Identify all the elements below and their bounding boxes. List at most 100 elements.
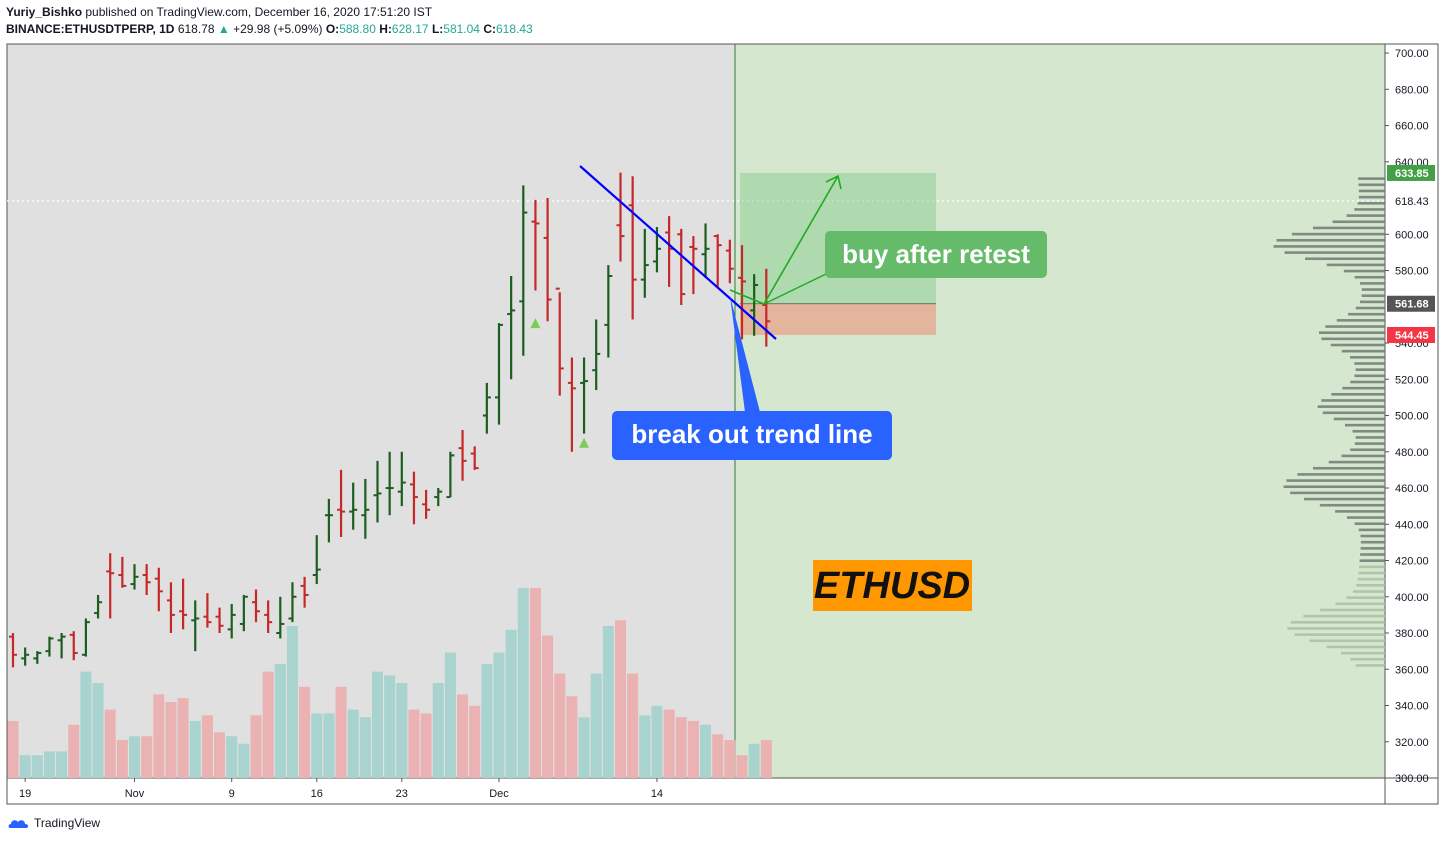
ohlc-bar[interactable]: [640, 228, 649, 298]
volume-profile-bar: [1354, 374, 1385, 378]
ohlc-bar[interactable]: [725, 239, 734, 284]
ohlc-bar[interactable]: [191, 600, 200, 652]
ohlc-bar[interactable]: [21, 647, 30, 666]
volume-profile-bar: [1342, 386, 1385, 390]
ohlc-bar[interactable]: [738, 245, 746, 340]
ohlc-bar[interactable]: [409, 471, 418, 525]
ohlc-bar[interactable]: [106, 553, 115, 619]
ohlc-bar[interactable]: [203, 593, 212, 628]
volume-bar: [517, 588, 529, 778]
volume-bar: [274, 664, 286, 778]
ohlc-bar[interactable]: [482, 382, 491, 434]
ohlc-bar[interactable]: [677, 228, 686, 305]
ohlc-bar[interactable]: [94, 594, 103, 619]
ohlc-bar[interactable]: [628, 176, 637, 320]
ohlc-bar[interactable]: [264, 600, 273, 634]
trend-line[interactable]: [579, 165, 777, 340]
ohlc-bar[interactable]: [604, 265, 613, 358]
retest-callout[interactable]: [825, 231, 1047, 278]
ohlc-bar[interactable]: [288, 582, 297, 623]
ohlc-bar[interactable]: [45, 636, 54, 657]
volume-bar: [578, 717, 590, 778]
ohlc-bar[interactable]: [701, 223, 710, 278]
volume-profile-bar: [1354, 362, 1385, 365]
ohlc-bar[interactable]: [361, 478, 370, 539]
volume-profile-bar: [1312, 466, 1385, 470]
ohlc-bar[interactable]: [33, 651, 42, 664]
volume-bar: [663, 709, 675, 778]
up-triangle-icon: ▲: [217, 22, 230, 36]
author-name[interactable]: Yuriy_Bishko: [6, 5, 83, 19]
ohlc-bar[interactable]: [69, 631, 78, 661]
ohlc-bar[interactable]: [154, 567, 163, 612]
volume-profile-bar: [1328, 460, 1385, 464]
ethusd-label-box[interactable]: [813, 560, 972, 611]
ohlc-bar[interactable]: [519, 185, 528, 356]
ohlc-bar[interactable]: [312, 535, 321, 585]
price-tag-label: 633.85: [1395, 168, 1429, 180]
ohlc-bar[interactable]: [57, 633, 66, 659]
ohlc-bar[interactable]: [276, 596, 285, 639]
volume-bar: [736, 755, 748, 778]
volume-profile-bar: [1322, 411, 1385, 415]
ohlc-bar[interactable]: [142, 564, 151, 595]
ohlc-bar[interactable]: [81, 618, 90, 657]
ohlc-bar[interactable]: [592, 319, 601, 391]
ohlc-bar[interactable]: [531, 199, 540, 291]
volume-bar: [639, 715, 651, 778]
ohlc-bar[interactable]: [397, 451, 406, 507]
ohlc-bar[interactable]: [9, 633, 17, 668]
volume-profile-bar: [1359, 565, 1385, 569]
ohlc-bar[interactable]: [507, 275, 516, 380]
ohlc-bar[interactable]: [118, 556, 127, 588]
price-tick-label: 460.00: [1395, 483, 1429, 495]
volume-profile-bar: [1358, 177, 1385, 180]
retest-price-tag: 561.68: [1387, 295, 1435, 312]
ohlc-bar[interactable]: [555, 287, 564, 396]
volume-bar: [675, 717, 687, 778]
ohlc-bar[interactable]: [580, 357, 589, 434]
ohlc-bar[interactable]: [543, 198, 552, 322]
volume-profile-bar: [1355, 306, 1385, 310]
ohlc-bar[interactable]: [166, 582, 175, 634]
volume-profile-bar: [1354, 522, 1385, 526]
ohlc-bar[interactable]: [324, 498, 333, 543]
ohlc-bar[interactable]: [239, 594, 248, 632]
ohlc-bar[interactable]: [252, 589, 260, 623]
ohlc-bar[interactable]: [422, 489, 431, 519]
volume-bar: [335, 686, 347, 778]
volume-bar: [299, 686, 311, 778]
ohlc-bar[interactable]: [349, 482, 358, 530]
volume-profile-bar: [1290, 491, 1385, 495]
ohlc-bar[interactable]: [130, 564, 139, 590]
ohlc-bar[interactable]: [373, 460, 382, 523]
ohlc-bar[interactable]: [470, 446, 479, 470]
price-tick-label: 360.00: [1395, 664, 1429, 676]
ohlc-bar[interactable]: [458, 430, 467, 481]
ohlc-bar[interactable]: [215, 607, 224, 634]
ohlc-bar[interactable]: [385, 451, 394, 516]
volume-profile-bar: [1283, 485, 1385, 489]
ohlc-bar[interactable]: [750, 274, 759, 336]
ohlc-bar[interactable]: [446, 451, 455, 499]
ohlc-bar[interactable]: [434, 488, 443, 507]
volume-profile-bar: [1305, 257, 1385, 261]
volume-bar: [177, 698, 189, 778]
ohlc-bar[interactable]: [616, 172, 625, 262]
breakout-callout[interactable]: [612, 411, 892, 460]
volume-bar: [141, 736, 153, 778]
ohlc-bar[interactable]: [227, 604, 236, 639]
ohlc-bar[interactable]: [179, 578, 188, 630]
volume-bar: [347, 709, 359, 778]
volume-profile-bar: [1303, 497, 1385, 501]
price-tick-label: 420.00: [1395, 556, 1429, 568]
footer-brand[interactable]: TradingView: [8, 816, 100, 830]
price-tag-label: 544.45: [1395, 330, 1429, 342]
ohlc-bar[interactable]: [300, 576, 309, 608]
volume-profile-bar: [1350, 448, 1385, 452]
ohlc-bar[interactable]: [713, 234, 722, 287]
ohlc-bar[interactable]: [495, 323, 503, 425]
ohlc-bar[interactable]: [567, 357, 576, 452]
ohlc-bar[interactable]: [337, 469, 346, 537]
